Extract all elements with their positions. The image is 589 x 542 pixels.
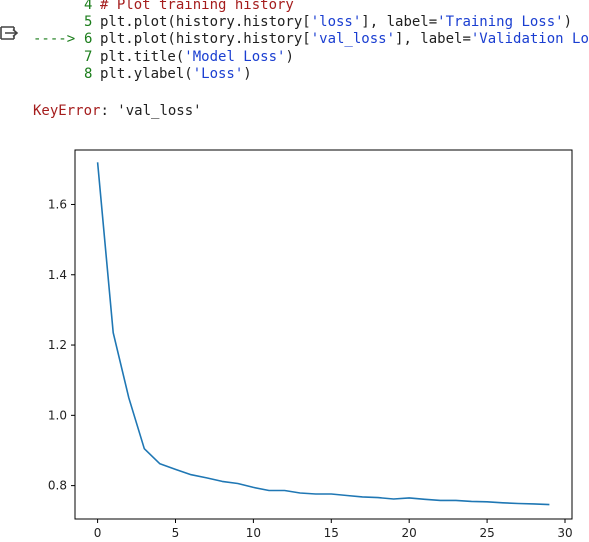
- x-tick-label: 5: [172, 526, 180, 540]
- code-token: plt.title(: [100, 48, 185, 65]
- y-tick-label: 1.6: [48, 197, 67, 211]
- series-line: [96, 162, 550, 506]
- x-tick-label: 10: [246, 526, 261, 540]
- code-token: 'loss': [310, 14, 362, 31]
- error-message: KeyError: 'val_loss': [33, 103, 202, 119]
- code-text: plt.plot(history.history['loss'], label=…: [100, 14, 572, 31]
- code-token: plt.plot(history.history[: [100, 14, 311, 31]
- code-line: 5 plt.plot(history.history['loss'], label…: [0, 14, 589, 31]
- x-tick-label: 30: [557, 526, 572, 540]
- error-text: : 'val_loss': [100, 103, 202, 119]
- line-number: 6: [84, 31, 93, 48]
- code-token: 'Validation Lo: [470, 31, 589, 48]
- code-token: 'Training Loss': [437, 14, 564, 31]
- x-tick-label: 0: [94, 526, 102, 540]
- code-text: plt.title('Model Loss'): [100, 49, 294, 66]
- x-tick-label: 25: [479, 526, 494, 540]
- code-token: ): [563, 14, 573, 31]
- code-text: plt.ylabel('Loss'): [100, 66, 252, 83]
- code-line: 7 plt.title('Model Loss'): [0, 49, 589, 66]
- code-token: ], label=: [361, 14, 438, 31]
- code-token: # Plot training history: [100, 0, 294, 13]
- code-token: ): [285, 48, 294, 65]
- output-expand-icon[interactable]: [0, 24, 20, 42]
- plot-frame: [74, 149, 573, 520]
- code-line: 4 # Plot training history: [0, 0, 589, 14]
- y-tick-label: 1.4: [48, 268, 67, 282]
- x-tick-label: 20: [402, 526, 417, 540]
- line-number: 8: [84, 65, 93, 82]
- line-number: 4: [84, 0, 93, 13]
- code-token: ): [243, 65, 252, 82]
- code-line: 8 plt.ylabel('Loss'): [0, 66, 589, 83]
- code-token: ], label=: [395, 31, 471, 48]
- x-tick-label: 15: [324, 526, 339, 540]
- traceback-code: 4 # Plot training history 5 plt.plot(histor…: [0, 0, 589, 83]
- code-token: 'val_loss': [310, 31, 396, 48]
- y-tick-label: 1.2: [48, 338, 67, 352]
- code-token: plt.plot(history.history[: [100, 31, 311, 48]
- code-token: plt.ylabel(: [100, 65, 193, 82]
- y-tick-label: 0.8: [48, 479, 67, 493]
- current-line-arrow: ---->: [33, 31, 76, 48]
- code-line: ----> 6 plt.plot(history.history['val_loss…: [0, 31, 589, 48]
- line-number: 5: [84, 14, 93, 31]
- code-text: plt.plot(history.history['val_loss'], la…: [100, 31, 589, 48]
- error-name: KeyError: [33, 103, 101, 119]
- line-number: 7: [84, 48, 93, 65]
- code-text: # Plot training history: [100, 0, 294, 14]
- loss-chart: 0 5 10 15 20 25 30 0.8 1.0 1.2 1.4 1.6: [48, 149, 573, 540]
- y-tick-label: 1.0: [48, 408, 67, 422]
- code-token: 'Loss': [192, 65, 244, 82]
- code-token: 'Model Loss': [184, 48, 286, 65]
